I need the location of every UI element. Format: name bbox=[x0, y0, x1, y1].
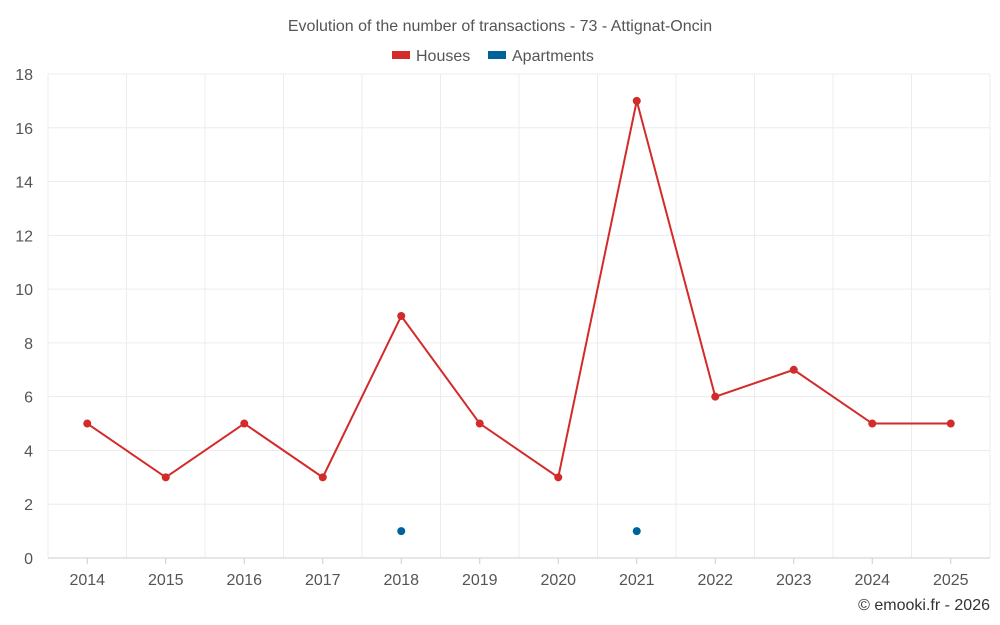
legend-swatch-houses bbox=[392, 51, 410, 59]
series-layer bbox=[83, 96, 955, 536]
x-tick-label: 2023 bbox=[776, 572, 812, 589]
x-tick-label: 2022 bbox=[697, 572, 733, 589]
y-tick-label: 16 bbox=[15, 121, 33, 138]
x-axis-ticks: 2014 2015 2016 2017 2018 2019 2020 2021 2022 2023… bbox=[69, 558, 969, 589]
y-tick-label: 4 bbox=[24, 443, 33, 460]
data-point-houses[interactable] bbox=[554, 473, 563, 482]
chart-title: Evolution of the number of transactions … bbox=[288, 18, 712, 35]
series-line-houses bbox=[86, 100, 951, 480]
y-tick-label: 18 bbox=[15, 67, 33, 84]
legend-item-apartments[interactable]: Apartments bbox=[488, 48, 594, 65]
data-point-houses[interactable] bbox=[397, 312, 406, 320]
data-point-houses[interactable] bbox=[632, 96, 641, 105]
legend: Houses Apartments bbox=[392, 48, 594, 65]
y-tick-label: 8 bbox=[24, 336, 33, 353]
data-point-houses[interactable] bbox=[946, 419, 955, 428]
data-point-houses[interactable] bbox=[868, 419, 877, 428]
y-axis-ticks: 0 2 4 6 8 10 12 14 16 18 bbox=[15, 67, 33, 568]
legend-label-apartments: Apartments bbox=[512, 48, 594, 65]
data-point-houses[interactable] bbox=[161, 473, 170, 482]
data-point-houses[interactable] bbox=[83, 419, 92, 428]
legend-label-houses: Houses bbox=[416, 48, 470, 65]
grid bbox=[47, 73, 991, 559]
data-point-houses[interactable] bbox=[789, 365, 798, 374]
x-tick-label: 2014 bbox=[69, 572, 105, 589]
y-tick-label: 14 bbox=[15, 175, 33, 192]
x-tick-label: 2024 bbox=[854, 572, 890, 589]
x-tick-label: 2019 bbox=[462, 572, 498, 589]
y-tick-label: 12 bbox=[15, 228, 33, 245]
x-tick-label: 2015 bbox=[148, 572, 184, 589]
x-tick-label: 2016 bbox=[226, 572, 262, 589]
data-point-apartments[interactable] bbox=[632, 527, 641, 536]
data-point-apartments[interactable] bbox=[397, 527, 406, 536]
x-tick-label: 2017 bbox=[305, 572, 341, 589]
data-point-houses[interactable] bbox=[711, 392, 720, 401]
credit-text: © emooki.fr - 2026 bbox=[858, 597, 990, 614]
x-tick-label: 2021 bbox=[619, 572, 655, 589]
y-tick-label: 0 bbox=[24, 551, 33, 568]
series-apartments bbox=[397, 527, 641, 536]
x-tick-label: 2025 bbox=[933, 572, 969, 589]
y-tick-label: 6 bbox=[24, 390, 33, 407]
y-tick-label: 10 bbox=[15, 282, 33, 299]
series-houses bbox=[83, 96, 955, 482]
data-point-houses[interactable] bbox=[240, 419, 249, 428]
legend-swatch-apartments bbox=[488, 51, 506, 59]
x-tick-label: 2018 bbox=[383, 572, 419, 589]
x-tick-label: 2020 bbox=[540, 572, 576, 589]
legend-item-houses[interactable]: Houses bbox=[392, 48, 470, 65]
data-point-houses[interactable] bbox=[318, 473, 327, 482]
y-tick-label: 2 bbox=[24, 497, 33, 514]
data-point-houses[interactable] bbox=[475, 419, 484, 428]
